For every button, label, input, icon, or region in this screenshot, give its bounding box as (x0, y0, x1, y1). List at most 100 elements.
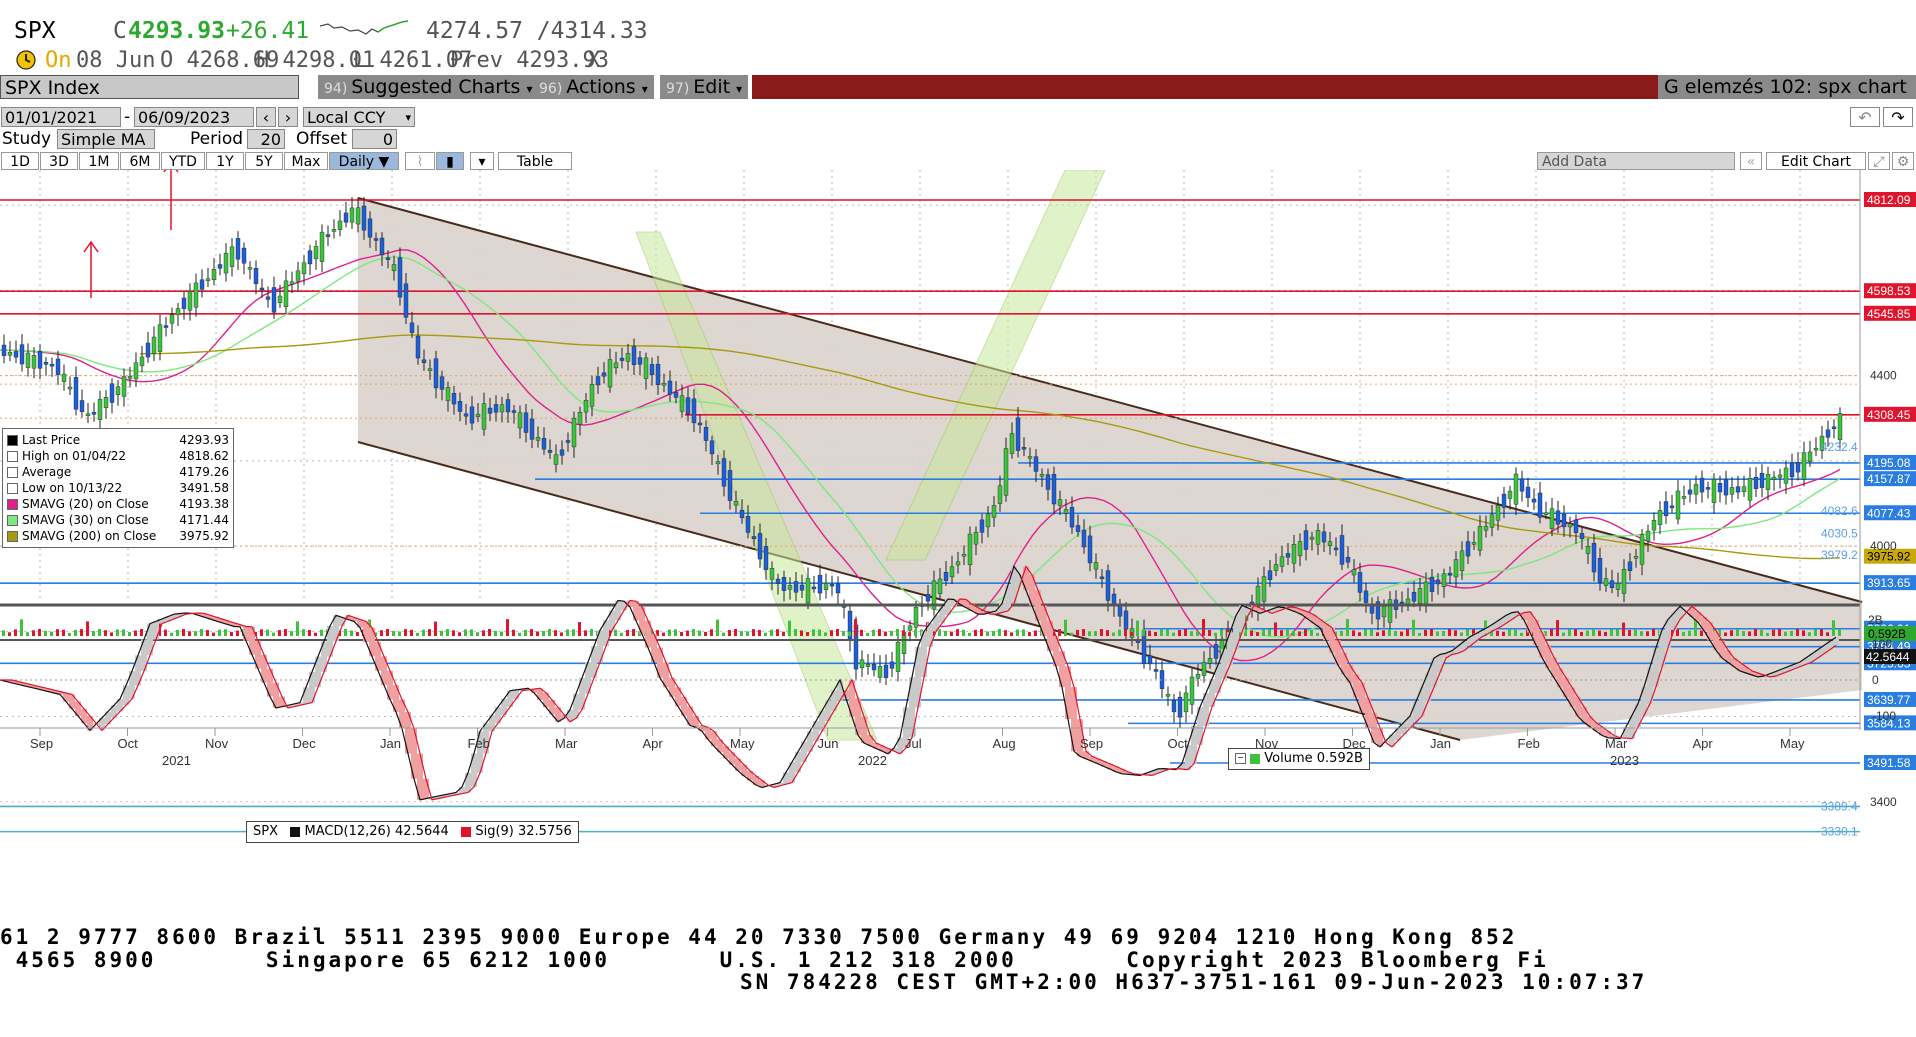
volume-bar (1610, 629, 1613, 636)
chart-name: G elemzés 102: spx chart (1658, 75, 1916, 99)
edit-chart-button[interactable]: Edit Chart (1766, 152, 1866, 170)
volume-bar (500, 631, 503, 636)
tab-3d[interactable]: 3D (40, 152, 78, 170)
volume-bar (530, 629, 533, 636)
period-input[interactable]: 20 (247, 129, 285, 149)
settings-button[interactable]: ⚙ (1892, 152, 1914, 170)
volume-bar (1292, 631, 1295, 636)
candle-body (1261, 576, 1267, 602)
volume-bar (374, 632, 377, 636)
tab-1d[interactable]: 1D (1, 152, 39, 170)
legend-row[interactable]: Average (7, 465, 71, 480)
legend-row[interactable]: High on 01/04/22 (7, 449, 126, 464)
close-x-button[interactable]: X (587, 48, 601, 73)
chart-legend[interactable]: Last Price 4293.93 High on 01/04/22 4818.62… (2, 428, 234, 548)
signal-value: 32.5756 (518, 824, 572, 839)
tab-5y[interactable]: 5Y (245, 152, 283, 170)
table-button[interactable]: Table (498, 152, 572, 170)
candle-body (445, 387, 451, 401)
tab-max[interactable]: Max (284, 152, 328, 170)
volume-bar (218, 629, 221, 636)
volume-bar (1058, 629, 1061, 636)
candle-body (1609, 580, 1615, 588)
candle-body (637, 357, 643, 365)
legend-row[interactable]: SMAVG (30) on Close (7, 513, 149, 528)
add-data-input[interactable]: Add Data (1537, 152, 1735, 170)
volume-bar (1172, 632, 1175, 636)
candle-body (1585, 546, 1591, 554)
suggested-charts-menu[interactable]: 94) Suggested Charts ▾ (318, 75, 539, 99)
volume-bar (1814, 629, 1817, 636)
dropdown-arrow-icon: ▾ (641, 82, 648, 96)
legend-row[interactable]: Low on 10/13/22 (7, 481, 122, 496)
macd-legend[interactable]: SPX MACD(12,26) 42.5644 Sig(9) 32.5756 (246, 821, 579, 843)
undo-button[interactable]: ↶ (1850, 107, 1880, 127)
candle-body (337, 220, 343, 230)
candle-body (559, 449, 565, 456)
candle-body (169, 314, 175, 324)
frequency-select[interactable]: Daily ▼ (329, 152, 399, 170)
volume-bar (1454, 630, 1457, 636)
candle-body (475, 413, 481, 417)
offset-input[interactable]: 0 (352, 129, 397, 149)
candle-body (1021, 447, 1027, 450)
zoom-button[interactable]: ⤢ (1868, 152, 1890, 170)
legend-row[interactable]: Last Price (7, 433, 80, 448)
collapse-button[interactable]: « (1740, 152, 1762, 170)
volume-bar (1472, 629, 1475, 636)
volume-bar (80, 629, 83, 636)
candle-body (649, 364, 655, 376)
candle-body (817, 575, 823, 594)
candle-body (781, 577, 787, 591)
currency-select[interactable]: Local CCY ▾ (303, 107, 415, 127)
volume-bar (116, 629, 119, 636)
actions-menu[interactable]: 96) Actions ▾ (533, 75, 654, 99)
candle-body (715, 461, 721, 465)
security-field[interactable]: SPX Index (0, 75, 299, 99)
volume-bar (632, 629, 635, 636)
volume-bar (842, 631, 845, 636)
tab-ytd[interactable]: YTD (161, 152, 205, 170)
candle-body (1801, 452, 1807, 480)
tab-6m[interactable]: 6M (120, 152, 160, 170)
volume-bar (1382, 630, 1385, 636)
candle-body (1825, 429, 1831, 438)
legend-row[interactable]: SMAVG (20) on Close (7, 497, 149, 512)
volume-legend[interactable]: − Volume 0.592B (1228, 748, 1370, 770)
volume-bar (698, 630, 701, 636)
candle-body (157, 324, 163, 352)
study-select[interactable]: Simple MA (57, 129, 155, 149)
end-date-field[interactable]: 06/09/2023 (134, 107, 254, 127)
candle-body (661, 382, 667, 386)
volume-bar (1310, 629, 1313, 636)
candle-body (913, 607, 919, 628)
legend-row[interactable]: SMAVG (200) on Close (7, 529, 156, 544)
start-date-field[interactable]: 01/01/2021 (1, 107, 121, 127)
volume-bar (1340, 630, 1343, 636)
redo-button[interactable]: ↷ (1883, 107, 1913, 127)
bar-chart-button[interactable]: ▮ (436, 152, 464, 170)
candle-body (1063, 508, 1069, 514)
date-separator: - (124, 107, 131, 127)
candle-body (1357, 572, 1363, 593)
macd-label-bg (1864, 649, 1916, 664)
candle-body (673, 391, 679, 398)
volume-bar (614, 629, 617, 636)
last-price: 4293.93 (128, 18, 225, 44)
tab-1y[interactable]: 1Y (206, 152, 244, 170)
chart-type-dropdown[interactable]: ▾ (470, 152, 494, 170)
candle-body (727, 470, 733, 501)
candle-body (1783, 467, 1789, 484)
next-period-button[interactable]: › (278, 107, 298, 127)
candle-body (625, 353, 631, 362)
line-chart-button[interactable]: ⌇ (405, 152, 435, 170)
tab-1m[interactable]: 1M (79, 152, 119, 170)
prev-period-button[interactable]: ‹ (256, 107, 276, 127)
price-chart[interactable]: 4812.09 4598.53 4545.85 4308.45 4232.4 4195.0… (0, 170, 1916, 908)
volume-bar (722, 632, 725, 636)
price-label: 3975.92 (1867, 550, 1911, 564)
candle-body (295, 270, 301, 282)
month-label: Jun (818, 736, 839, 751)
volume-bar (830, 630, 833, 636)
edit-menu[interactable]: 97) Edit ▾ (660, 75, 749, 99)
